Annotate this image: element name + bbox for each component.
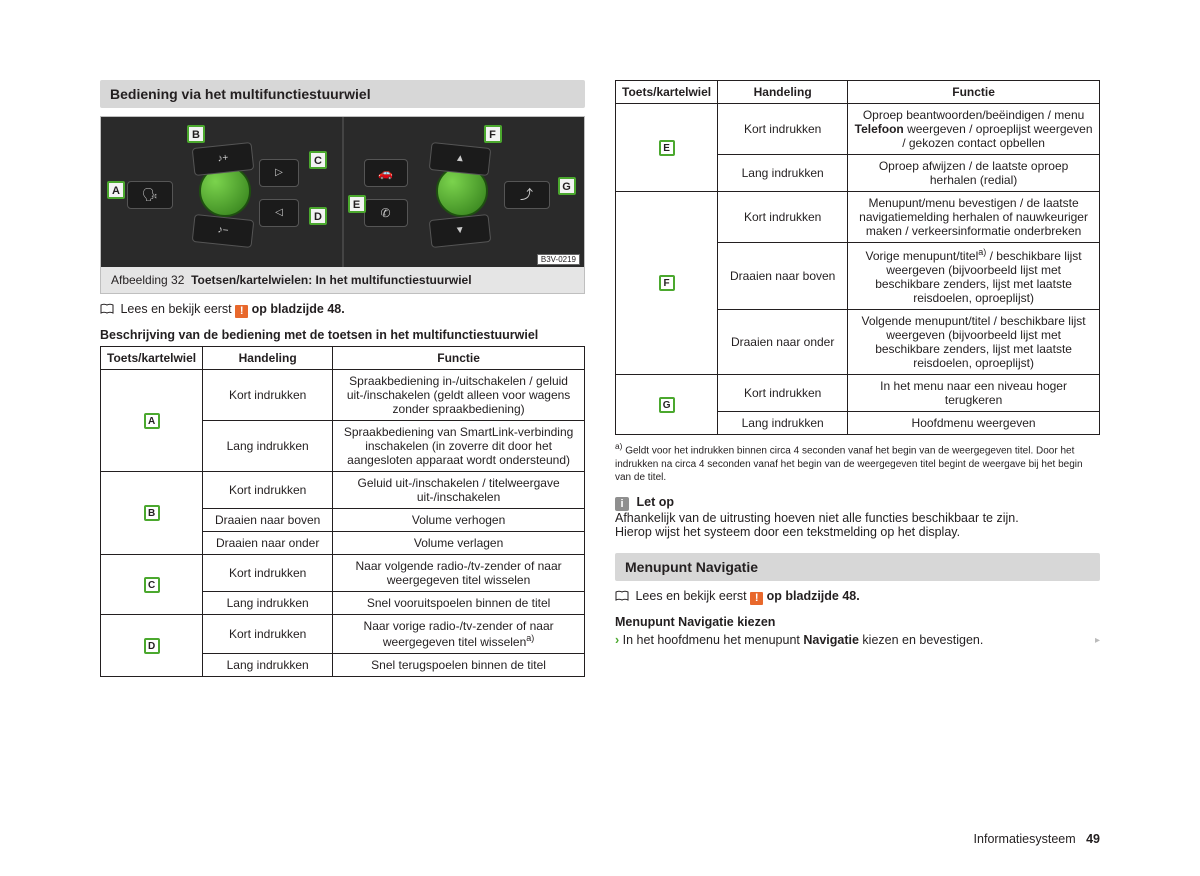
callout-F: F <box>484 125 502 143</box>
callout-B: B <box>187 125 205 143</box>
section-heading-left: Bediening via het multifunctiestuurwiel <box>100 80 585 108</box>
footnote-a: a) Geldt voor het indrukken binnen circa… <box>615 441 1100 485</box>
left-column: Bediening via het multifunctiestuurwiel … <box>100 80 585 677</box>
th-action: Handeling <box>203 347 333 370</box>
figure-caption: Afbeelding 32 Toetsen/kartelwielen: In h… <box>101 267 584 293</box>
figure-id: B3V-0219 <box>537 254 580 265</box>
th-func: Functie <box>333 347 585 370</box>
table-intro: Beschrijving van de bediening met de toe… <box>100 328 585 342</box>
book-icon <box>100 303 114 318</box>
read-first-left: Lees en bekijk eerst ! op bladzijde 48. <box>100 302 585 318</box>
right-column: Toets/kartelwiel Handeling Functie E Kor… <box>615 80 1100 677</box>
page-footer: Informatiesysteem 49 <box>974 832 1100 846</box>
section-heading-nav: Menupunt Navigatie <box>615 553 1100 581</box>
callout-E: E <box>348 195 366 213</box>
nav-bullet: › In het hoofdmenu het menupunt Navigati… <box>615 633 1100 647</box>
callout-C: C <box>309 151 327 169</box>
info-icon: i <box>615 497 629 511</box>
warning-icon: ! <box>235 305 248 318</box>
nav-subheading: Menupunt Navigatie kiezen <box>615 615 775 629</box>
figure-32: ♪+ ♪− ▷ ◁ 🗣 A B C D ▲ ▼ 🚗 ✆ ⤴ <box>100 116 585 294</box>
warning-icon: ! <box>750 592 763 605</box>
note-box: i Let op Afhankelijk van de uitrusting h… <box>615 495 1100 539</box>
controls-table-right: Toets/kartelwiel Handeling Functie E Kor… <box>615 80 1100 435</box>
th-key: Toets/kartelwiel <box>101 347 203 370</box>
controls-table-left: Toets/kartelwiel Handeling Functie A Kor… <box>100 346 585 677</box>
book-icon <box>615 590 629 605</box>
callout-D: D <box>309 207 327 225</box>
continuation-caret: ▸ <box>1095 635 1100 646</box>
callout-G: G <box>558 177 576 195</box>
read-first-nav: Lees en bekijk eerst ! op bladzijde 48. <box>615 589 1100 605</box>
callout-A: A <box>107 181 125 199</box>
